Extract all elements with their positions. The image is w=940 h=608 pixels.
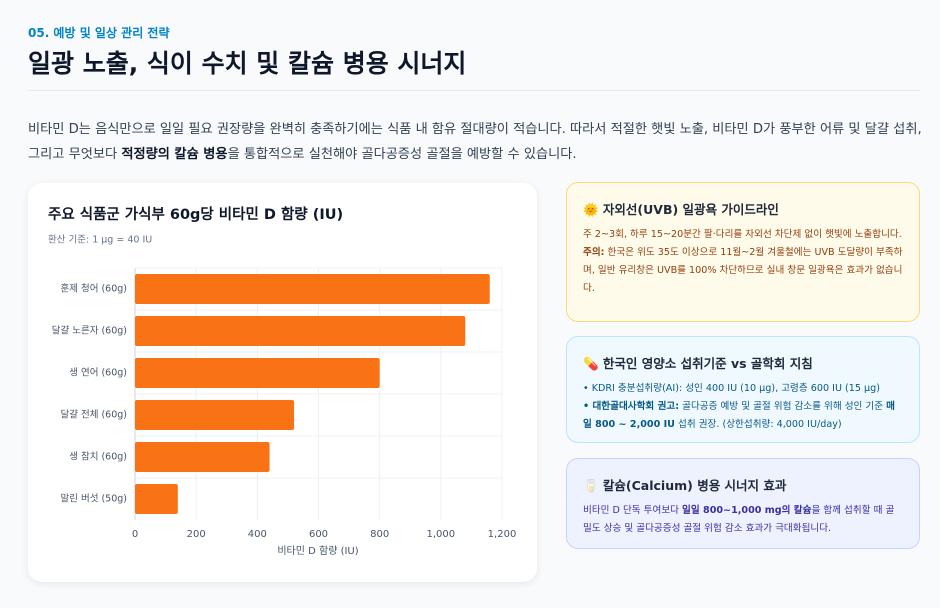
bar xyxy=(135,442,270,472)
card-text: • KDRI 충분섭취량(AI): 성인 400 IU (10 μg), 고령층… xyxy=(583,380,903,398)
x-tick-label: 1,200 xyxy=(488,529,517,540)
y-tick-label: 생 참치 (60g) xyxy=(69,451,127,463)
x-axis-label: 비타민 D 함량 (IU) xyxy=(277,545,358,557)
y-tick-label: 말린 버섯 (50g) xyxy=(60,493,127,505)
y-tick-label: 생 연어 (60g) xyxy=(69,368,127,379)
chart: 주요 식품군 가식부 60g당 비타민 D 함량 (IU) 환산 기준: 1 μ… xyxy=(48,205,517,557)
card-text: 주의: 한국은 위도 35도 이상으로 11월~2월 겨울철에는 UVB 도달량… xyxy=(583,244,903,298)
emphasis: 일일 800~1,000 mg의 칼슘 xyxy=(682,505,812,516)
card-text: 주 2~3회, 하루 15~20분간 팔·다리를 자외선 차단제 없이 햇빛에 … xyxy=(583,226,903,244)
chart-subtitle: 환산 기준: 1 μg = 40 IU xyxy=(48,234,152,246)
emphasis: • 대한골대사학회 권고: xyxy=(583,401,680,412)
x-tick-label: 800 xyxy=(370,529,389,540)
card-title: 🥛 칼슘(Calcium) 병용 시너지 효과 xyxy=(583,478,787,493)
bar xyxy=(135,400,295,430)
divider xyxy=(28,90,920,91)
card-title: 💊 한국인 영양소 섭취기준 vs 골학회 지침 xyxy=(583,356,813,371)
text-run: 을 통합적으로 실천해야 골다공증성 골절을 예방할 수 있습니다. xyxy=(227,147,577,162)
x-tick-label: 200 xyxy=(187,529,206,540)
bar xyxy=(135,316,466,346)
x-tick-label: 600 xyxy=(309,529,328,540)
card-title: 🌞 자외선(UVB) 일광욕 가이드라인 xyxy=(583,202,779,217)
y-tick-label: 훈제 청어 (60g) xyxy=(60,283,127,295)
y-tick-label: 달걀 노른자 (60g) xyxy=(52,325,127,337)
text-run: 비타민 D는 음식만으로 일일 필요 권장량을 완벽히 충족하기에는 식품 내 … xyxy=(28,122,922,162)
y-tick-label: 달걀 전체 (60g) xyxy=(60,409,127,421)
card: 💊 한국인 영양소 섭취기준 vs 골학회 지침 • KDRI 충분섭취량(AI)… xyxy=(566,336,920,443)
text-run: 주 2~3회, 하루 15~20분간 팔·다리를 자외선 차단제 없이 햇빛에 … xyxy=(583,229,902,240)
text-run: • KDRI 충분섭취량(AI): 성인 400 IU (10 μg), 고령층… xyxy=(583,383,880,394)
emphasis: 주의: xyxy=(583,247,605,258)
text-run: 을 함께 섭취할 때 골밀도 상승 및 골다공증성 골절 위험 감소 효과가 극… xyxy=(583,505,895,534)
chart-panel: 주요 식품군 가식부 60g당 비타민 D 함량 (IU) 환산 기준: 1 μ… xyxy=(28,183,537,582)
x-tick-label: 0 xyxy=(132,529,138,540)
kicker: 05. 예방 및 일상 관리 전략 xyxy=(28,26,170,40)
text-run: 한국은 위도 35도 이상으로 11월~2월 겨울철에는 UVB 도달량이 부족… xyxy=(583,247,903,294)
page-title: 일광 노출, 식이 수치 및 칼슘 병용 시너지 xyxy=(28,49,467,78)
bar xyxy=(135,484,178,514)
card-text: 비타민 D 단독 투여보다 일일 800~1,000 mg의 칼슘을 함께 섭취… xyxy=(583,502,903,538)
text-run: 섭취 권장. (상한섭취량: 4,000 IU/day) xyxy=(674,419,842,430)
emphasis: 적정량의 칼슘 병용 xyxy=(121,147,228,162)
chart-title: 주요 식품군 가식부 60g당 비타민 D 함량 (IU) xyxy=(48,205,343,223)
text-run: 골다공증 예방 및 골절 위험 감소를 위해 성인 기준 xyxy=(679,401,887,412)
bar xyxy=(135,274,490,304)
card-text: • 대한골대사학회 권고: 골다공증 예방 및 골절 위험 감소를 위해 성인 … xyxy=(583,398,903,434)
bar xyxy=(135,358,380,388)
text-run: 비타민 D 단독 투여보다 xyxy=(583,505,683,516)
x-tick-label: 400 xyxy=(248,529,267,540)
emphasis: 매일 800 ~ 2,000 IU xyxy=(583,401,895,430)
intro: 비타민 D는 음식만으로 일일 필요 권장량을 완벽히 충족하기에는 식품 내 … xyxy=(28,117,923,167)
x-tick-label: 1,000 xyxy=(427,529,456,540)
